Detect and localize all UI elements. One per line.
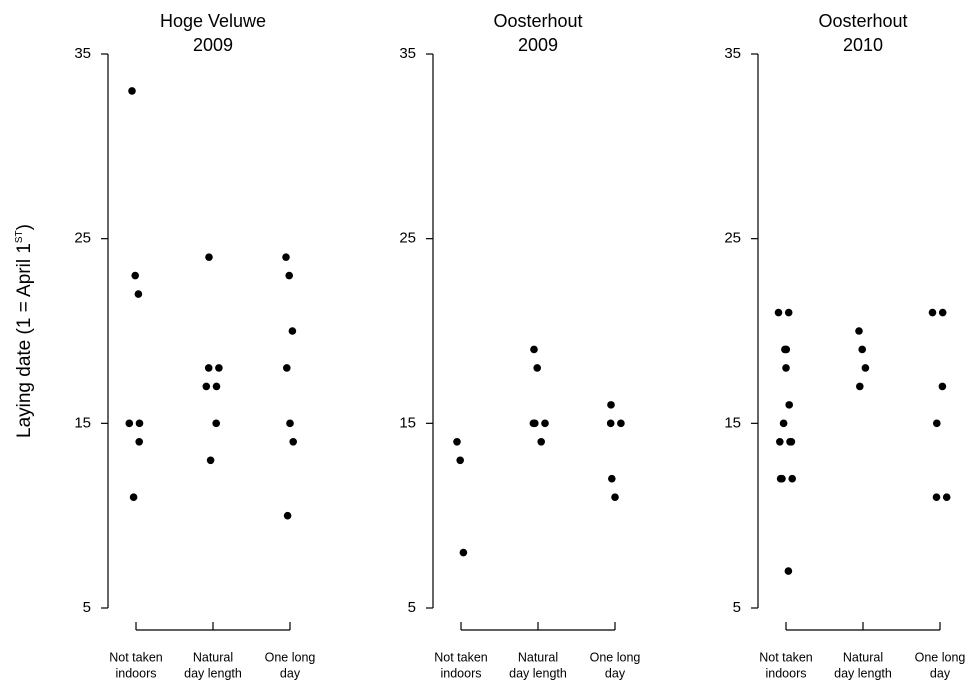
x-tick-label: One long: [265, 650, 316, 664]
point: [212, 419, 220, 428]
point: [135, 419, 144, 428]
x-tick-label: Natural: [518, 650, 558, 664]
point: [617, 419, 625, 428]
point: [289, 438, 298, 446]
y-tick-label: 5: [408, 599, 416, 616]
x-tick-label: Not taken: [434, 650, 488, 664]
point: [856, 382, 864, 391]
point: [537, 438, 545, 446]
point: [288, 327, 297, 335]
panel-title: Hoge Veluwe: [160, 11, 266, 31]
point: [212, 382, 221, 391]
x-tick-label: One long: [590, 650, 641, 664]
point: [858, 345, 866, 354]
point: [128, 87, 136, 95]
panel-title: Oosterhout: [493, 11, 582, 31]
point: [855, 327, 863, 335]
point: [606, 419, 615, 428]
y-axis-label: Laying date (1 = April 1ST): [14, 224, 35, 438]
panel-title: 2009: [518, 35, 558, 55]
point: [129, 493, 138, 502]
point: [283, 511, 292, 520]
point: [608, 474, 616, 483]
y-tick-label: 25: [74, 230, 91, 247]
point: [938, 382, 947, 391]
point: [286, 419, 294, 428]
point: [784, 567, 793, 575]
y-tick-label: 25: [399, 230, 416, 247]
point: [205, 253, 213, 261]
x-tick-label: indoors: [766, 666, 807, 680]
point: [782, 345, 791, 354]
point: [938, 308, 947, 317]
x-tick-label: Natural: [843, 650, 883, 664]
y-tick-label: 35: [74, 45, 91, 62]
point: [531, 419, 539, 428]
point: [928, 308, 937, 317]
point: [776, 438, 784, 446]
y-tick-label: 35: [724, 45, 741, 62]
panel-title: 2010: [843, 35, 883, 55]
y-tick-label: 15: [399, 414, 416, 431]
point: [861, 364, 870, 372]
point: [774, 308, 783, 317]
point: [607, 401, 615, 409]
point: [206, 456, 215, 465]
x-tick-label: day length: [834, 666, 892, 680]
point: [134, 290, 143, 298]
point: [453, 438, 461, 446]
x-tick-label: Not taken: [109, 650, 163, 664]
point: [459, 548, 468, 557]
point: [611, 493, 619, 502]
point: [778, 474, 786, 483]
point: [283, 364, 291, 372]
point: [135, 438, 143, 446]
point: [942, 493, 951, 502]
point: [932, 493, 941, 502]
x-tick-label: Natural: [193, 650, 233, 664]
panel-title: 2009: [193, 35, 233, 55]
point: [933, 419, 941, 428]
y-tick-label: 5: [83, 599, 91, 616]
point: [541, 419, 549, 428]
panel-title: Oosterhout: [818, 11, 907, 31]
x-tick-label: day: [280, 666, 301, 680]
point: [131, 271, 139, 280]
x-tick-label: day: [930, 666, 951, 680]
x-tick-label: day length: [509, 666, 567, 680]
x-tick-label: indoors: [441, 666, 482, 680]
point: [204, 364, 213, 372]
y-tick-label: 35: [399, 45, 416, 62]
y-tick-label: 15: [724, 414, 741, 431]
point: [530, 345, 538, 354]
point: [282, 253, 290, 261]
point: [215, 364, 223, 372]
x-tick-label: day length: [184, 666, 242, 680]
point: [788, 474, 796, 483]
point: [125, 419, 134, 428]
y-tick-label: 15: [74, 414, 91, 431]
x-tick-label: day: [605, 666, 626, 680]
point: [779, 419, 788, 428]
x-tick-label: Not taken: [759, 650, 813, 664]
point: [785, 401, 793, 409]
point: [782, 364, 790, 372]
point: [456, 456, 465, 465]
x-tick-label: One long: [915, 650, 966, 664]
point: [285, 271, 294, 280]
x-tick-label: indoors: [116, 666, 157, 680]
point: [533, 364, 541, 372]
point: [784, 308, 793, 317]
point: [202, 382, 211, 391]
y-tick-label: 25: [724, 230, 741, 247]
point: [787, 438, 796, 446]
y-tick-label: 5: [733, 599, 741, 616]
